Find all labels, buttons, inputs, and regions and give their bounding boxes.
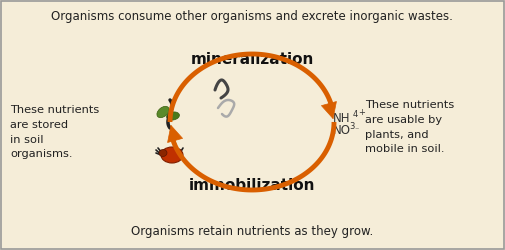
Text: mineralization: mineralization (190, 52, 314, 67)
Text: NO: NO (333, 124, 351, 137)
Text: These nutrients
are usable by
plants, and
mobile in soil.: These nutrients are usable by plants, an… (365, 100, 454, 154)
Text: immobilization: immobilization (189, 178, 315, 193)
Ellipse shape (167, 112, 179, 120)
Ellipse shape (161, 147, 183, 163)
Text: Organisms retain nutrients as they grow.: Organisms retain nutrients as they grow. (131, 225, 373, 238)
Text: These nutrients
are stored
in soil
organisms.: These nutrients are stored in soil organ… (10, 105, 99, 160)
Text: 4: 4 (353, 110, 358, 119)
Text: 3: 3 (349, 122, 355, 131)
Text: +: + (358, 108, 365, 117)
Text: Organisms consume other organisms and excrete inorganic wastes.: Organisms consume other organisms and ex… (51, 10, 453, 23)
Ellipse shape (157, 106, 169, 118)
Ellipse shape (159, 150, 167, 156)
Text: NH: NH (333, 112, 350, 125)
Text: ⁻: ⁻ (354, 125, 359, 134)
